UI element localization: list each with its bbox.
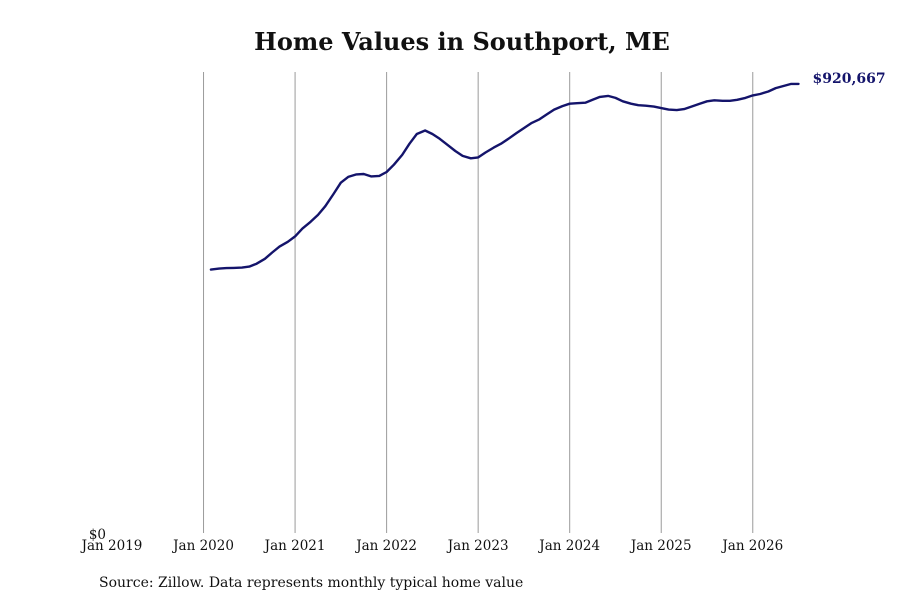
x-tick-label: Jan 2022 bbox=[354, 538, 417, 554]
home-value-line bbox=[209, 82, 800, 271]
x-tick-label: Jan 2024 bbox=[537, 538, 600, 554]
chart-title: Home Values in Southport, ME bbox=[254, 27, 670, 56]
source-note: Source: Zillow. Data represents monthly … bbox=[99, 575, 523, 591]
latest-value-label: $920,667 bbox=[813, 71, 886, 87]
x-tick-label: Jan 2025 bbox=[629, 538, 692, 554]
x-axis-tick-labels: Jan 2019 Jan 2020 Jan 2021 Jan 2022 Jan 2023… bbox=[80, 538, 784, 554]
x-tick-label: Jan 2020 bbox=[171, 538, 234, 554]
x-tick-label: Jan 2026 bbox=[720, 538, 783, 554]
x-tick-label: Jan 2019 bbox=[80, 538, 143, 554]
x-tick-label: Jan 2021 bbox=[263, 538, 326, 554]
y-axis-tick-label-zero: $0 bbox=[89, 527, 106, 543]
x-tick-label: Jan 2023 bbox=[446, 538, 509, 554]
vertical-gridlines bbox=[203, 72, 754, 533]
